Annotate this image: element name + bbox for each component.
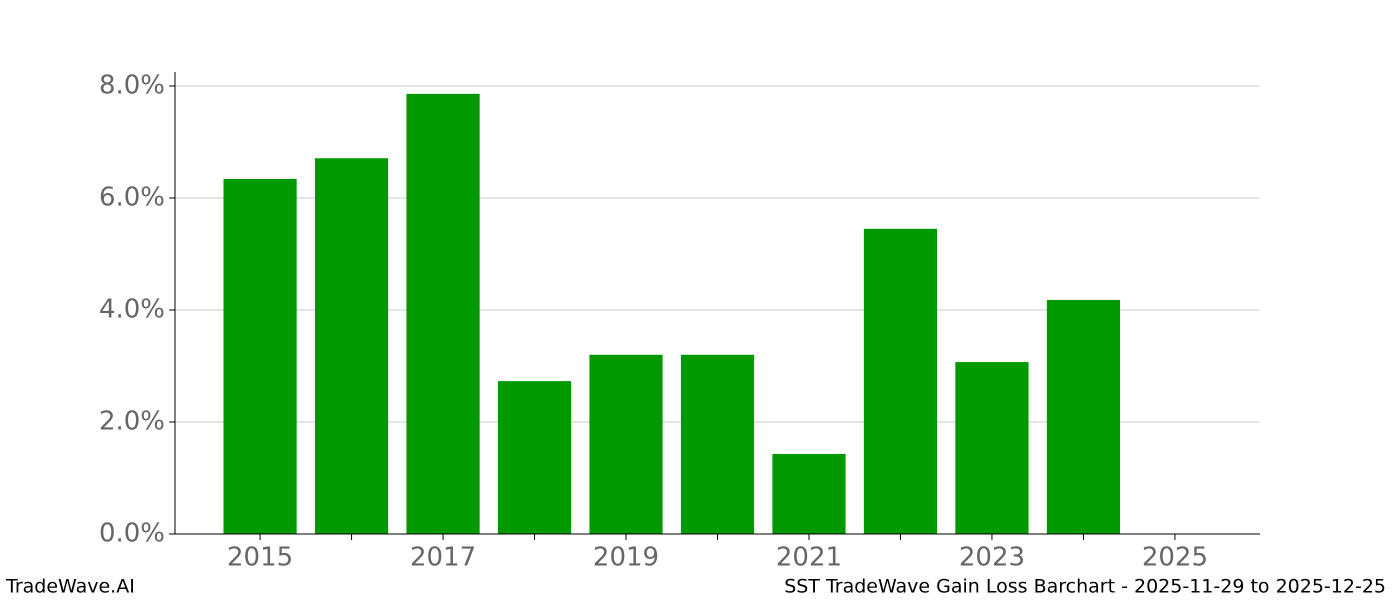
x-tick-label: 2015: [227, 543, 293, 573]
bar: [223, 178, 297, 534]
x-tick-label: 2019: [593, 543, 659, 573]
x-tick-label: 2021: [776, 543, 842, 573]
bar: [1046, 299, 1121, 534]
bar: [314, 158, 389, 535]
bar: [406, 93, 480, 534]
bar: [863, 228, 938, 535]
y-tick-label: 8.0%: [99, 71, 165, 101]
x-tick-label: 2023: [959, 543, 1025, 573]
bar: [497, 381, 572, 534]
bar: [772, 453, 846, 534]
footer-right: SST TradeWave Gain Loss Barchart - 2025-…: [784, 576, 1386, 598]
y-tick-label: 0.0%: [99, 519, 165, 549]
y-tick-label: 4.0%: [99, 295, 165, 325]
bar: [955, 362, 1029, 534]
y-tick-label: 6.0%: [99, 183, 165, 213]
y-tick-label: 2.0%: [99, 407, 165, 437]
footer-left: TradeWave.AI: [5, 576, 135, 598]
x-tick-label: 2025: [1142, 543, 1208, 573]
x-tick-label: 2017: [410, 543, 476, 573]
bar: [680, 354, 755, 534]
bar: [589, 354, 663, 534]
